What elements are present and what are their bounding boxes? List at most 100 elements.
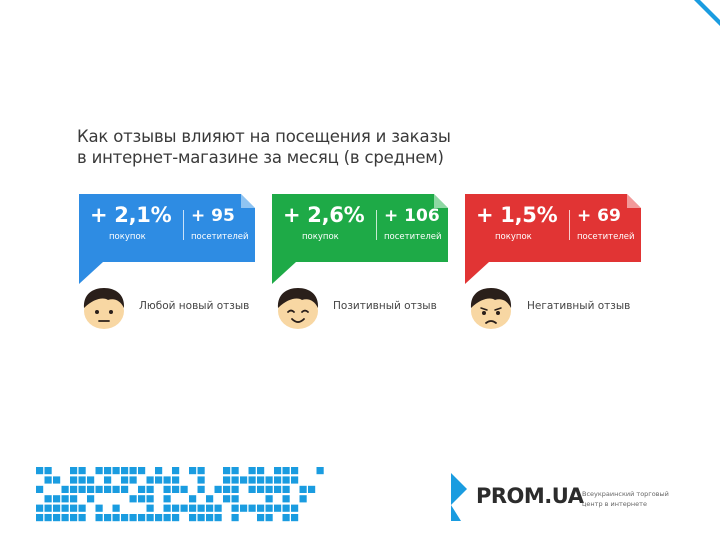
face-label-negative-review: Негативный отзыв (527, 300, 631, 312)
card-tail (465, 262, 489, 284)
mosaic-tile (282, 514, 290, 522)
card-fold-cut (241, 194, 255, 208)
mosaic-tile (87, 485, 95, 493)
mosaic-tile (299, 495, 307, 503)
card-divider (376, 210, 377, 240)
purchases-value: + 2,1% (90, 203, 172, 227)
mosaic-tile (257, 485, 265, 493)
mosaic-tile (138, 485, 146, 493)
mosaic-tile (78, 467, 86, 475)
mosaic-tile (155, 467, 163, 475)
mosaic-tile (248, 476, 256, 484)
mosaic-tile (129, 514, 137, 522)
mosaic-tile (274, 476, 282, 484)
mosaic-tile (180, 504, 188, 512)
mosaic-tile (112, 485, 120, 493)
mosaic-tile (282, 485, 290, 493)
mosaic-tile (95, 467, 103, 475)
visitors-value: + 69 (577, 206, 621, 226)
brand-name: PROM.UA (476, 484, 584, 508)
card-background (79, 194, 255, 262)
mosaic-tile (231, 514, 239, 522)
mosaic-tile (172, 467, 180, 475)
mosaic-tile (163, 514, 171, 522)
mosaic-tile (44, 495, 52, 503)
mosaic-tile (36, 504, 44, 512)
mosaic-tile (44, 504, 52, 512)
mosaic-tile (231, 485, 239, 493)
mosaic-tile (112, 467, 120, 475)
mosaic-tile (189, 514, 197, 522)
mosaic-tile (163, 485, 171, 493)
visitors-value: + 95 (191, 206, 235, 226)
mosaic-tile (53, 514, 61, 522)
visitors-label: посетителей (577, 232, 635, 242)
mosaic-tile (172, 504, 180, 512)
mosaic-tile (248, 467, 256, 475)
mosaic-tile (78, 476, 86, 484)
mosaic-tile (257, 467, 265, 475)
mosaic-tile (61, 485, 69, 493)
card-background (465, 194, 641, 262)
mosaic-tile (197, 467, 205, 475)
mosaic-tile (265, 485, 273, 493)
mosaic-tile (95, 504, 103, 512)
mosaic-tile (189, 467, 197, 475)
mosaic-tile (257, 504, 265, 512)
sad-face-icon (470, 288, 512, 329)
mosaic-tile (36, 485, 44, 493)
mosaic-tile (265, 514, 273, 522)
mosaic-tile (36, 514, 44, 522)
face-label-positive-review: Позитивный отзыв (333, 300, 437, 312)
stat-card-negative-review: + 1,5% покупок + 69 посетителей (465, 194, 641, 284)
mosaic-tile (231, 495, 239, 503)
mosaic-tile (138, 495, 146, 503)
mosaic-tile (291, 467, 299, 475)
mosaic-tile (53, 476, 61, 484)
mosaic-tile (78, 504, 86, 512)
mosaic-tile (282, 495, 290, 503)
mosaic-tile (121, 485, 129, 493)
mosaic-tile (248, 485, 256, 493)
mosaic-tile (274, 485, 282, 493)
mosaic-tile (265, 476, 273, 484)
mosaic-tile (129, 476, 137, 484)
mosaic-tile (180, 485, 188, 493)
brand-tagline-line-1: Всеукраинский торговый (582, 490, 669, 498)
mosaic-tile (231, 467, 239, 475)
mosaic-tile (206, 504, 214, 512)
card-divider (183, 210, 184, 240)
mosaic-tile (70, 495, 78, 503)
mosaic-tile (299, 485, 307, 493)
mosaic-tile (206, 495, 214, 503)
mosaic-tile (61, 504, 69, 512)
mosaic-tile (223, 467, 231, 475)
mosaic-tile (78, 514, 86, 522)
mosaic-tile (146, 514, 154, 522)
mosaic-tile (214, 485, 222, 493)
mosaic-tile (104, 514, 112, 522)
mosaic-tile (291, 504, 299, 512)
mosaic-tile (197, 485, 205, 493)
mosaic-tile (129, 467, 137, 475)
stat-card-positive-review: + 2,6% покупок + 106 посетителей (272, 194, 448, 284)
mosaic-tile (95, 514, 103, 522)
mosaic-tile (231, 504, 239, 512)
mosaic-tile (36, 467, 44, 475)
mosaic-tile (291, 514, 299, 522)
mosaic-tile (206, 514, 214, 522)
stat-card-any-review: + 2,1% покупок + 95 посетителей (79, 194, 255, 284)
brand-tagline-line-2: центр в интернете (582, 500, 647, 508)
mosaic-tile (155, 476, 163, 484)
mosaic-tile (70, 467, 78, 475)
page-title: Как отзывы влияют на посещения и заказы … (77, 126, 477, 168)
mosaic-tile (274, 504, 282, 512)
mosaic-tile (189, 504, 197, 512)
mosaic-tile (172, 514, 180, 522)
mosaic-tile (70, 476, 78, 484)
card-fold-cut (434, 194, 448, 208)
mosaic-tile (223, 485, 231, 493)
mosaic-tile (291, 476, 299, 484)
corner-triangle-icon (694, 0, 720, 26)
page-title-line-2: в интернет-магазине за месяц (в среднем) (77, 148, 444, 167)
